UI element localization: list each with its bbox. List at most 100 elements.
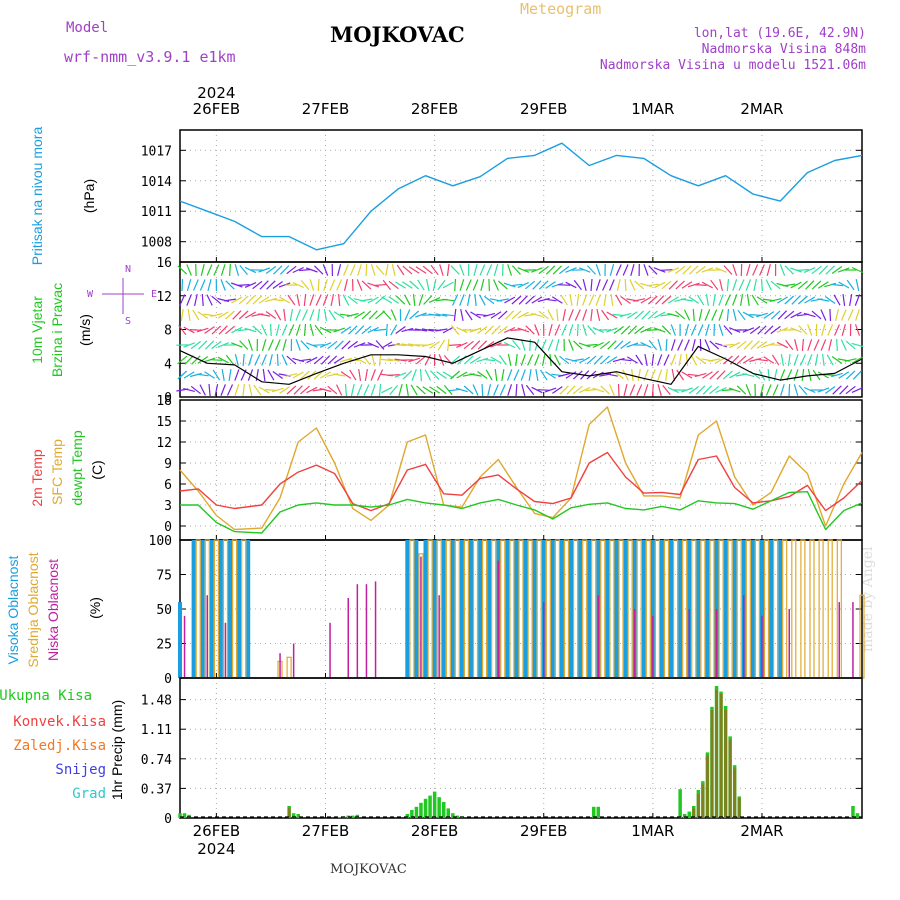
high-cloud-bar bbox=[760, 540, 764, 678]
wind-arrow bbox=[274, 309, 282, 321]
wind-arrow bbox=[295, 309, 301, 321]
wind-arrow bbox=[626, 356, 638, 364]
wind-arrow bbox=[408, 266, 420, 274]
wind-arrow bbox=[410, 384, 418, 396]
altitude-label: Nadmorska Visina 848m bbox=[701, 42, 866, 57]
wind-arrow bbox=[196, 327, 209, 333]
wind-arrow bbox=[317, 278, 320, 292]
wind-arrow bbox=[459, 294, 465, 306]
wind-arrow bbox=[767, 368, 770, 382]
wind-tick-label: 12 bbox=[156, 290, 172, 305]
wind-arrow bbox=[442, 281, 454, 289]
wind-arrow bbox=[342, 294, 350, 306]
wind-arrow bbox=[430, 264, 439, 276]
wind-arrow bbox=[387, 374, 400, 376]
wind-arrow bbox=[274, 339, 281, 351]
wind-arrow bbox=[805, 280, 815, 290]
wind-arrow bbox=[830, 283, 844, 287]
wind-arrow bbox=[803, 267, 816, 273]
high-cloud-bar bbox=[532, 540, 537, 678]
wind-arrow bbox=[695, 265, 706, 275]
wind-arrow bbox=[752, 264, 759, 276]
wind-arrow bbox=[718, 309, 724, 321]
high-cloud-bar bbox=[587, 540, 592, 678]
wind-arrow bbox=[374, 283, 387, 287]
wind-arrow bbox=[585, 343, 598, 347]
wind-arrow bbox=[267, 339, 274, 351]
wind-arrow bbox=[551, 296, 563, 304]
wind-arrow bbox=[286, 355, 297, 365]
wind-arrow bbox=[715, 342, 727, 348]
total-precip-bar bbox=[432, 791, 437, 818]
wind-arrow bbox=[357, 264, 362, 276]
wind-arrow bbox=[578, 267, 591, 273]
wind-arrow bbox=[245, 311, 256, 319]
high-cloud-bar bbox=[559, 540, 564, 678]
wind-arrow bbox=[493, 384, 499, 396]
wind-arrow bbox=[221, 368, 225, 382]
mid-cloud-bar bbox=[591, 539, 597, 679]
low-cloud-bar bbox=[356, 584, 359, 678]
wind-arrow bbox=[477, 340, 488, 350]
wind-arrow bbox=[661, 295, 672, 305]
wind-arrow bbox=[559, 385, 569, 395]
wind-arrow bbox=[770, 325, 781, 335]
wind-arrow bbox=[694, 372, 707, 378]
wind-arrow bbox=[477, 371, 488, 379]
low-cloud-bar bbox=[374, 581, 377, 678]
wind-arrow bbox=[811, 310, 822, 320]
wind-arrow bbox=[287, 294, 296, 306]
sfc-label: SFC Temp bbox=[49, 439, 65, 505]
wind-arrow bbox=[667, 267, 680, 273]
low-cloud-bar bbox=[279, 653, 281, 678]
wind-arrow bbox=[578, 342, 591, 348]
wind-arrow bbox=[460, 308, 464, 322]
wind-arrow bbox=[244, 327, 257, 333]
wind-arrow bbox=[828, 339, 833, 351]
wind-arrow bbox=[204, 340, 215, 350]
mid-cloud-bar bbox=[545, 539, 551, 679]
wind-arrow bbox=[657, 339, 662, 351]
wind-unit: (m/s) bbox=[77, 314, 93, 346]
total-precip-bar bbox=[178, 813, 182, 818]
wind-arrow bbox=[544, 387, 557, 393]
wind-arrow bbox=[340, 357, 352, 363]
wind-arrow bbox=[753, 278, 757, 292]
wind-arrow bbox=[301, 309, 309, 321]
wind-arrow bbox=[784, 310, 795, 320]
wind-arrow bbox=[319, 342, 332, 348]
wind-arrow bbox=[653, 327, 666, 333]
pressure-tick-label: 1017 bbox=[141, 144, 172, 159]
high-cloud-bar bbox=[423, 540, 428, 678]
wind-arrow bbox=[790, 281, 802, 289]
total-precip-bar bbox=[405, 814, 410, 818]
wind-arrow bbox=[375, 265, 385, 275]
wind-arrow bbox=[529, 338, 531, 352]
wind-arrow bbox=[428, 297, 441, 303]
wind-arrow bbox=[798, 385, 808, 395]
wind-arrow bbox=[480, 279, 485, 291]
wind-arrow bbox=[559, 355, 570, 365]
wind-arrow bbox=[295, 324, 301, 336]
wind-arrow bbox=[408, 357, 421, 363]
wind-arrow bbox=[525, 325, 535, 335]
wind-arrow bbox=[765, 279, 772, 291]
wind-arrow bbox=[389, 385, 399, 395]
wind-arrow bbox=[237, 284, 250, 286]
wind-arrow bbox=[382, 310, 392, 320]
wind-arrow bbox=[678, 353, 682, 367]
wind-arrow bbox=[558, 372, 571, 378]
date-label-top: 28FEB bbox=[411, 100, 458, 118]
wind-arrow bbox=[507, 264, 513, 276]
wind-arrow bbox=[759, 264, 765, 276]
wind-arrow bbox=[662, 385, 671, 395]
wind-arrow bbox=[801, 338, 804, 352]
wind-arrow bbox=[333, 327, 345, 333]
wind-arrow bbox=[755, 358, 768, 362]
wind-arrow bbox=[247, 339, 253, 351]
total-precip-bar bbox=[446, 808, 450, 818]
wind-arrow bbox=[736, 385, 747, 395]
wind-arrow bbox=[365, 263, 368, 277]
wind-arrow bbox=[670, 324, 676, 336]
wind-arrow bbox=[211, 340, 222, 350]
